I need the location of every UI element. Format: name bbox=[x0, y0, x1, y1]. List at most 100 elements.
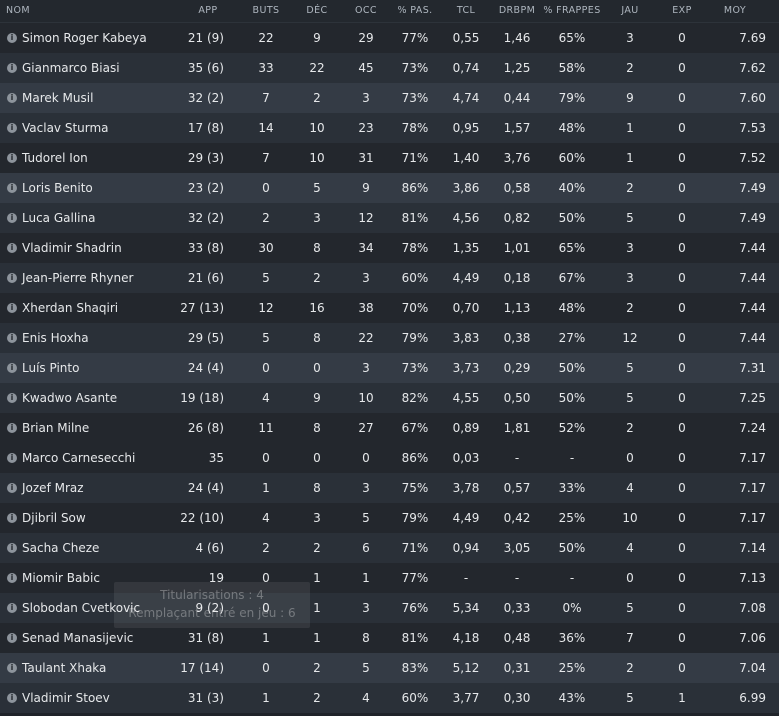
info-icon[interactable]: i bbox=[7, 33, 17, 43]
player-name[interactable]: Kwadwo Asante bbox=[22, 391, 118, 405]
cell-drbpm: 0,30 bbox=[503, 691, 531, 705]
info-icon[interactable]: i bbox=[7, 243, 17, 253]
table-row[interactable]: i Xherdan Shaqiri 27 (13) 12 16 38 70% 0… bbox=[0, 293, 779, 323]
info-icon[interactable]: i bbox=[7, 423, 17, 433]
table-row[interactable]: i Luís Pinto 24 (4) 0 0 3 73% 3,73 0,29 … bbox=[0, 353, 779, 383]
col-header-tcl[interactable]: TCL bbox=[456, 5, 476, 16]
info-icon[interactable]: i bbox=[7, 183, 17, 193]
player-name[interactable]: Enis Hoxha bbox=[22, 331, 89, 345]
player-name[interactable]: Simon Roger Kabeya bbox=[22, 31, 147, 45]
info-icon[interactable]: i bbox=[7, 63, 17, 73]
info-icon[interactable]: i bbox=[7, 393, 17, 403]
col-header-name[interactable]: NOM bbox=[6, 5, 30, 16]
table-row[interactable]: i Jean-Pierre Rhyner 21 (6) 5 2 3 60% 4,… bbox=[0, 263, 779, 293]
player-name[interactable]: Slobodan Cvetkovic bbox=[22, 601, 141, 615]
player-name[interactable]: Djibril Sow bbox=[22, 511, 86, 525]
info-icon[interactable]: i bbox=[7, 453, 17, 463]
table-row[interactable]: i Marco Carnesecchi 35 0 0 0 86% 0,03 - … bbox=[0, 443, 779, 473]
player-name[interactable]: Luís Pinto bbox=[22, 361, 80, 375]
info-icon[interactable]: i bbox=[7, 333, 17, 343]
cell-pas: 73% bbox=[401, 361, 429, 375]
table-row[interactable]: i Sacha Cheze 4 (6) 2 2 6 71% 0,94 3,05 … bbox=[0, 533, 779, 563]
info-icon[interactable]: i bbox=[7, 483, 17, 493]
info-icon[interactable]: i bbox=[7, 633, 17, 643]
col-header-moy[interactable]: MOY bbox=[723, 5, 747, 16]
info-icon[interactable]: i bbox=[7, 153, 17, 163]
col-header-buts[interactable]: BUTS bbox=[252, 5, 280, 16]
table-row[interactable]: i Marek Musil 32 (2) 7 2 3 73% 4,74 0,44… bbox=[0, 83, 779, 113]
table-row[interactable]: i Slobodan Cvetkovic 9 (2) 0 1 3 76% 5,3… bbox=[0, 593, 779, 623]
info-icon[interactable]: i bbox=[7, 213, 17, 223]
table-row[interactable]: i Vladimir Shadrin 33 (8) 30 8 34 78% 1,… bbox=[0, 233, 779, 263]
table-row[interactable]: i Simon Roger Kabeya 21 (9) 22 9 29 77% … bbox=[0, 23, 779, 53]
cell-buts: 22 bbox=[258, 31, 274, 45]
player-name[interactable]: Senad Manasijevic bbox=[22, 631, 134, 645]
info-icon[interactable]: i bbox=[7, 603, 17, 613]
col-header-frappes[interactable]: % FRAPPES bbox=[543, 5, 601, 16]
table-row[interactable]: i Senad Manasijevic 31 (8) 1 1 8 81% 4,1… bbox=[0, 623, 779, 653]
player-name[interactable]: Vaclav Sturma bbox=[22, 121, 109, 135]
info-icon[interactable]: i bbox=[7, 303, 17, 313]
cell-exp: 1 bbox=[678, 691, 686, 705]
table-row[interactable]: i Vladimir Stoev 31 (3) 1 2 4 60% 3,77 0… bbox=[0, 683, 779, 713]
info-icon[interactable]: i bbox=[7, 123, 17, 133]
col-header-app[interactable]: APP bbox=[198, 5, 218, 16]
col-header-jau[interactable]: JAU bbox=[621, 5, 639, 16]
table-row[interactable]: i Taulant Xhaka 17 (14) 0 2 5 83% 5,12 0… bbox=[0, 653, 779, 683]
player-name[interactable]: Xherdan Shaqiri bbox=[22, 301, 119, 315]
table-row[interactable]: i Djibril Sow 22 (10) 4 3 5 79% 4,49 0,4… bbox=[0, 503, 779, 533]
player-name[interactable]: Gianmarco Biasi bbox=[22, 61, 120, 75]
col-header-dec[interactable]: DÉC bbox=[306, 5, 328, 16]
player-name[interactable]: Marek Musil bbox=[22, 91, 94, 105]
cell-drbpm: 3,76 bbox=[503, 151, 531, 165]
cell-pas: 79% bbox=[401, 331, 429, 345]
player-name[interactable]: Jozef Mraz bbox=[22, 481, 84, 495]
table-row[interactable]: i Enis Hoxha 29 (5) 5 8 22 79% 3,83 0,38… bbox=[0, 323, 779, 353]
table-row[interactable]: i Jozef Mraz 24 (4) 1 8 3 75% 3,78 0,57 … bbox=[0, 473, 779, 503]
cell-jau: 5 bbox=[626, 361, 634, 375]
player-name[interactable]: Brian Milne bbox=[22, 421, 90, 435]
cell-occ: 23 bbox=[358, 121, 374, 135]
info-icon[interactable]: i bbox=[7, 573, 17, 583]
cell-dec: 22 bbox=[309, 61, 325, 75]
cell-pas: 77% bbox=[401, 571, 429, 585]
player-name[interactable]: Jean-Pierre Rhyner bbox=[22, 271, 134, 285]
player-name[interactable]: Tudorel Ion bbox=[22, 151, 88, 165]
table-row[interactable]: i Loris Benito 23 (2) 0 5 9 86% 3,86 0,5… bbox=[0, 173, 779, 203]
player-name[interactable]: Vladimir Shadrin bbox=[22, 241, 122, 255]
player-name[interactable]: Sacha Cheze bbox=[22, 541, 100, 555]
table-row[interactable]: i Kwadwo Asante 19 (18) 4 9 10 82% 4,55 … bbox=[0, 383, 779, 413]
info-icon[interactable]: i bbox=[7, 363, 17, 373]
col-header-exp[interactable]: EXP bbox=[672, 5, 692, 16]
table-row[interactable]: i Brian Milne 26 (8) 11 8 27 67% 0,89 1,… bbox=[0, 413, 779, 443]
cell-buts: 1 bbox=[262, 631, 270, 645]
player-name[interactable]: Luca Gallina bbox=[22, 211, 96, 225]
player-name[interactable]: Taulant Xhaka bbox=[22, 661, 107, 675]
info-icon[interactable]: i bbox=[7, 693, 17, 703]
cell-occ: 4 bbox=[362, 691, 370, 705]
table-row[interactable]: i Miomir Babic 19 0 1 1 77% - - - 0 0 7.… bbox=[0, 563, 779, 593]
player-name[interactable]: Marco Carnesecchi bbox=[22, 451, 136, 465]
info-icon[interactable]: i bbox=[7, 513, 17, 523]
cell-buts: 30 bbox=[258, 241, 274, 255]
col-header-pas[interactable]: % PAS. bbox=[397, 5, 433, 16]
cell-dec: 3 bbox=[313, 511, 321, 525]
player-name[interactable]: Loris Benito bbox=[22, 181, 93, 195]
table-row[interactable]: i Vaclav Sturma 17 (8) 14 10 23 78% 0,95… bbox=[0, 113, 779, 143]
player-name[interactable]: Miomir Babic bbox=[22, 571, 100, 585]
info-icon[interactable]: i bbox=[7, 663, 17, 673]
info-icon[interactable]: i bbox=[7, 273, 17, 283]
cell-tcl: 4,49 bbox=[452, 511, 480, 525]
col-header-drbpm[interactable]: DRBPM bbox=[498, 5, 536, 16]
col-header-occ[interactable]: OCC bbox=[355, 5, 377, 16]
cell-jau: 1 bbox=[626, 121, 634, 135]
info-icon[interactable]: i bbox=[7, 93, 17, 103]
table-row[interactable]: i Gianmarco Biasi 35 (6) 33 22 45 73% 0,… bbox=[0, 53, 779, 83]
cell-moy: 7.69 bbox=[739, 31, 766, 45]
table-row[interactable]: i Luca Gallina 32 (2) 2 3 12 81% 4,56 0,… bbox=[0, 203, 779, 233]
cell-occ: 5 bbox=[362, 511, 370, 525]
info-icon[interactable]: i bbox=[7, 543, 17, 553]
cell-tcl: 4,49 bbox=[452, 271, 480, 285]
player-name[interactable]: Vladimir Stoev bbox=[22, 691, 110, 705]
table-row[interactable]: i Tudorel Ion 29 (3) 7 10 31 71% 1,40 3,… bbox=[0, 143, 779, 173]
